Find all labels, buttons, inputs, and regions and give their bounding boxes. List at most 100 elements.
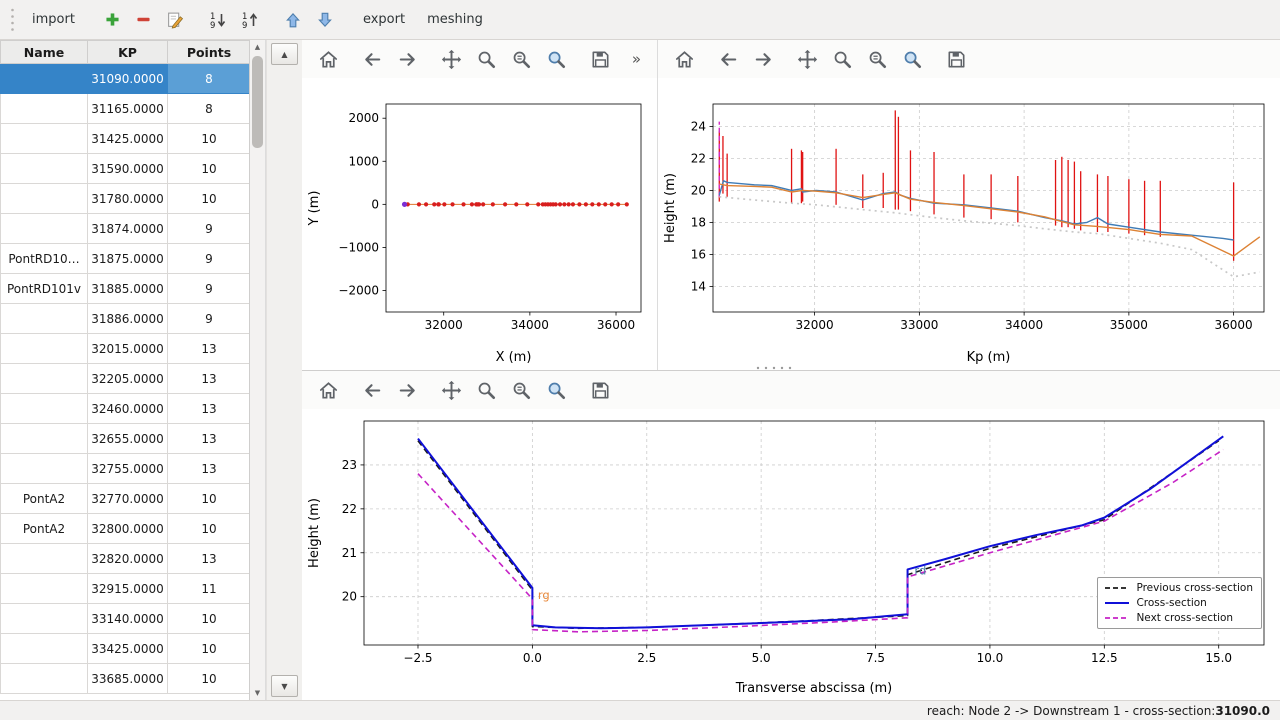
scroll-down-icon[interactable]: ▼: [254, 689, 261, 697]
back-button[interactable]: [358, 376, 386, 404]
kp-cell[interactable]: 31590.0000: [87, 153, 168, 184]
name-cell[interactable]: [0, 423, 88, 454]
sort-descending-button[interactable]: 1 9: [236, 5, 264, 35]
kp-cell[interactable]: 31874.0000: [87, 213, 168, 244]
scroll-up-icon[interactable]: ▲: [254, 43, 261, 51]
name-cell[interactable]: [0, 153, 88, 184]
edit-axis-button[interactable]: [542, 45, 570, 73]
edit-axis-button[interactable]: [542, 376, 570, 404]
table-row[interactable]: 31886.0000 9: [0, 303, 249, 334]
points-cell[interactable]: 8: [167, 93, 249, 124]
name-cell[interactable]: [0, 183, 88, 214]
configure-subplots-button[interactable]: [507, 45, 535, 73]
table-scrollbar[interactable]: ▲ ▼: [250, 40, 266, 700]
column-header-name[interactable]: Name: [0, 40, 88, 64]
kp-cell[interactable]: 32015.0000: [87, 333, 168, 364]
points-cell[interactable]: 13: [167, 423, 249, 454]
zoom-button[interactable]: [472, 45, 500, 73]
points-cell[interactable]: 10: [167, 513, 249, 544]
table-row[interactable]: 31425.0000 10: [0, 123, 249, 154]
back-button[interactable]: [358, 45, 386, 73]
points-cell[interactable]: 11: [167, 573, 249, 604]
name-cell[interactable]: [0, 63, 88, 94]
name-cell[interactable]: PontA2: [0, 483, 88, 514]
name-cell[interactable]: [0, 543, 88, 574]
home-button[interactable]: [670, 45, 698, 73]
kp-cell[interactable]: 31780.0000: [87, 183, 168, 214]
table-row[interactable]: 32205.0000 13: [0, 363, 249, 394]
table-row[interactable]: 31874.0000 9: [0, 213, 249, 244]
points-cell[interactable]: 8: [167, 63, 249, 94]
points-cell[interactable]: 10: [167, 633, 249, 664]
plan-chart-canvas[interactable]: 32000 34000 36000 −2000 −1000 0 1000 2000 X (m) Y…: [302, 78, 657, 370]
name-cell[interactable]: [0, 123, 88, 154]
kp-cell[interactable]: 32755.0000: [87, 453, 168, 484]
table-row[interactable]: 32460.0000 13: [0, 393, 249, 424]
panel-scroll-up-button[interactable]: ▲: [271, 43, 298, 65]
kp-cell[interactable]: 31886.0000: [87, 303, 168, 334]
save-button[interactable]: [586, 45, 614, 73]
points-cell[interactable]: 9: [167, 243, 249, 274]
points-cell[interactable]: 13: [167, 333, 249, 364]
toolbar-drag-handle[interactable]: [6, 5, 19, 35]
name-cell[interactable]: [0, 633, 88, 664]
home-button[interactable]: [314, 45, 342, 73]
table-row[interactable]: 32015.0000 13: [0, 333, 249, 364]
name-cell[interactable]: [0, 363, 88, 394]
remove-cross-section-button[interactable]: [130, 5, 157, 35]
back-button[interactable]: [714, 45, 742, 73]
points-cell[interactable]: 9: [167, 303, 249, 334]
points-cell[interactable]: 10: [167, 603, 249, 634]
table-row[interactable]: 32915.0000 11: [0, 573, 249, 604]
sort-ascending-button[interactable]: 1 9: [204, 5, 232, 35]
points-cell[interactable]: 13: [167, 393, 249, 424]
kp-cell[interactable]: 32915.0000: [87, 573, 168, 604]
forward-button[interactable]: [393, 376, 421, 404]
points-cell[interactable]: 10: [167, 483, 249, 514]
import-button[interactable]: import: [23, 5, 84, 35]
meshing-button[interactable]: meshing: [418, 5, 492, 35]
forward-button[interactable]: [393, 45, 421, 73]
points-cell[interactable]: 13: [167, 363, 249, 394]
table-row[interactable]: 33140.0000 10: [0, 603, 249, 634]
kp-cell[interactable]: 31875.0000: [87, 243, 168, 274]
kp-cell[interactable]: 31165.0000: [87, 93, 168, 124]
name-cell[interactable]: [0, 333, 88, 364]
pan-button[interactable]: [437, 376, 465, 404]
kp-cell[interactable]: 32460.0000: [87, 393, 168, 424]
points-cell[interactable]: 13: [167, 453, 249, 484]
pan-button[interactable]: [437, 45, 465, 73]
points-cell[interactable]: 9: [167, 273, 249, 304]
configure-subplots-button[interactable]: [863, 45, 891, 73]
name-cell[interactable]: PontRD101v: [0, 273, 88, 304]
table-row[interactable]: 31780.0000 10: [0, 183, 249, 214]
kp-cell[interactable]: 32820.0000: [87, 543, 168, 574]
column-header-points[interactable]: Points: [167, 40, 249, 64]
kp-cell[interactable]: 31090.0000: [87, 63, 168, 94]
home-button[interactable]: [314, 376, 342, 404]
table-row[interactable]: 33425.0000 10: [0, 633, 249, 664]
kp-cell[interactable]: 32770.0000: [87, 483, 168, 514]
name-cell[interactable]: [0, 453, 88, 484]
table-row[interactable]: PontRD10… 31875.0000 9: [0, 243, 249, 274]
kp-cell[interactable]: 32205.0000: [87, 363, 168, 394]
kp-cell[interactable]: 33140.0000: [87, 603, 168, 634]
kp-cell[interactable]: 32655.0000: [87, 423, 168, 454]
table-row[interactable]: 32655.0000 13: [0, 423, 249, 454]
kp-cell[interactable]: 33685.0000: [87, 663, 168, 694]
name-cell[interactable]: [0, 93, 88, 124]
table-row[interactable]: PontA2 32770.0000 10: [0, 483, 249, 514]
name-cell[interactable]: [0, 603, 88, 634]
column-header-kp[interactable]: KP: [87, 40, 168, 64]
points-cell[interactable]: 10: [167, 153, 249, 184]
save-button[interactable]: [586, 376, 614, 404]
table-row[interactable]: 32755.0000 13: [0, 453, 249, 484]
table-row[interactable]: 33685.0000 10: [0, 663, 249, 694]
table-row[interactable]: PontA2 32800.0000 10: [0, 513, 249, 544]
toolbar-overflow-button[interactable]: »: [631, 50, 641, 68]
table-row[interactable]: 31090.0000 8: [0, 63, 249, 94]
name-cell[interactable]: PontRD10…: [0, 243, 88, 274]
profile-chart-canvas[interactable]: 32000 33000 34000 35000 36000 14 16 18 20 22 24 Kp …: [658, 78, 1280, 370]
points-cell[interactable]: 13: [167, 543, 249, 574]
add-cross-section-button[interactable]: [99, 5, 126, 35]
